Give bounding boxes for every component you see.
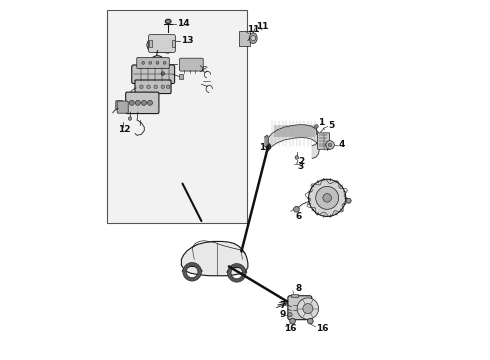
Circle shape: [295, 156, 298, 159]
FancyBboxPatch shape: [117, 101, 128, 113]
Circle shape: [294, 206, 299, 212]
Circle shape: [167, 85, 170, 89]
Circle shape: [128, 117, 132, 120]
Circle shape: [161, 85, 165, 89]
Text: 1: 1: [318, 118, 324, 127]
Text: 16: 16: [316, 324, 328, 333]
Polygon shape: [265, 135, 268, 147]
FancyBboxPatch shape: [126, 92, 159, 113]
Text: 10: 10: [259, 143, 271, 152]
Circle shape: [315, 125, 318, 128]
Circle shape: [308, 318, 313, 324]
FancyBboxPatch shape: [180, 58, 203, 71]
FancyBboxPatch shape: [116, 101, 123, 109]
Circle shape: [150, 56, 165, 70]
Circle shape: [326, 141, 334, 149]
Circle shape: [297, 298, 318, 319]
Circle shape: [147, 100, 152, 105]
Text: 16: 16: [284, 324, 297, 333]
Circle shape: [154, 85, 157, 89]
Circle shape: [328, 143, 332, 147]
Circle shape: [163, 62, 166, 64]
Circle shape: [251, 36, 256, 41]
Text: 8: 8: [295, 284, 301, 293]
Text: 3: 3: [298, 162, 304, 171]
Circle shape: [149, 62, 152, 64]
Polygon shape: [147, 37, 173, 53]
Circle shape: [346, 198, 351, 203]
Bar: [107, 10, 247, 223]
Text: 11: 11: [247, 25, 259, 34]
Circle shape: [142, 100, 147, 105]
Text: 2: 2: [298, 157, 305, 166]
FancyBboxPatch shape: [239, 31, 250, 46]
Bar: [149, 40, 152, 47]
Text: 4: 4: [339, 140, 345, 149]
Circle shape: [288, 312, 292, 317]
Text: 15: 15: [178, 59, 190, 68]
Circle shape: [135, 100, 140, 105]
Bar: [179, 74, 183, 78]
Text: 12: 12: [118, 126, 131, 135]
Circle shape: [323, 194, 331, 202]
Text: 11: 11: [256, 22, 268, 31]
Circle shape: [147, 85, 150, 89]
Text: 14: 14: [177, 19, 190, 28]
Circle shape: [309, 179, 346, 216]
Circle shape: [161, 72, 165, 75]
FancyBboxPatch shape: [148, 35, 175, 53]
Ellipse shape: [165, 19, 171, 23]
Text: 13: 13: [181, 36, 193, 45]
Circle shape: [140, 85, 143, 89]
FancyBboxPatch shape: [288, 296, 312, 320]
Circle shape: [316, 186, 339, 209]
Polygon shape: [181, 242, 248, 276]
FancyBboxPatch shape: [132, 65, 174, 84]
FancyBboxPatch shape: [137, 58, 169, 68]
Wedge shape: [183, 262, 201, 281]
Text: 7: 7: [279, 301, 286, 310]
Polygon shape: [268, 125, 319, 158]
Circle shape: [156, 62, 159, 64]
Text: 9: 9: [279, 310, 286, 319]
FancyBboxPatch shape: [135, 80, 171, 94]
Text: 5: 5: [329, 121, 335, 130]
Circle shape: [129, 100, 134, 105]
Bar: [292, 294, 298, 297]
FancyBboxPatch shape: [318, 133, 330, 149]
Circle shape: [290, 318, 295, 324]
Wedge shape: [227, 264, 246, 282]
Text: 6: 6: [295, 212, 301, 221]
Ellipse shape: [249, 33, 257, 44]
Circle shape: [303, 303, 313, 314]
Bar: [172, 40, 174, 47]
Circle shape: [142, 62, 145, 64]
